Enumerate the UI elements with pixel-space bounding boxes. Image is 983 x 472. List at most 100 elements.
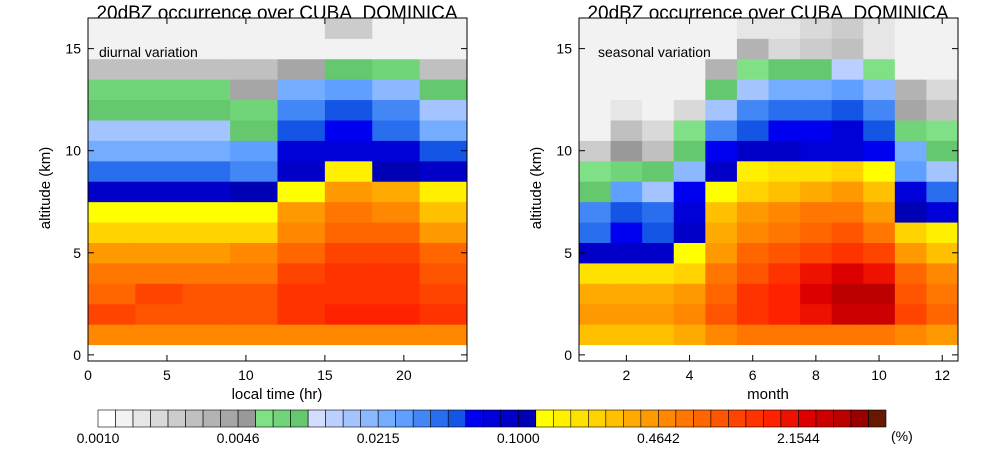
heatmap-cell [736, 181, 769, 203]
heatmap-cell [800, 222, 833, 243]
colorbar-swatch [500, 409, 519, 428]
heatmap-cell [831, 58, 864, 80]
diurnal-ticks: 0 5 10 15 20 0 5 10 15 [65, 18, 467, 383]
heatmap-cell [419, 222, 468, 243]
heatmap-cell [610, 120, 643, 141]
heatmap-cell [372, 140, 421, 162]
colorbar-swatch [272, 409, 291, 428]
heatmap-cell [182, 38, 231, 60]
heatmap-cell [673, 283, 706, 305]
heatmap-cell [182, 120, 231, 141]
heatmap-cell [135, 120, 184, 141]
heatmap-cell [610, 160, 643, 182]
colorbar-swatch [763, 409, 782, 428]
heatmap-cell [768, 79, 801, 101]
colorbar-swatch [447, 409, 467, 428]
heatmap-cell [135, 181, 184, 203]
heatmap-cell [230, 160, 278, 182]
heatmap-cell [135, 160, 184, 182]
heatmap-cell [800, 324, 833, 346]
heatmap-cell [579, 283, 611, 305]
heatmap-cell [863, 222, 896, 243]
y-tick-label: 0 [73, 347, 81, 363]
heatmap-cell [768, 242, 801, 264]
heatmap-cell [705, 160, 738, 182]
heatmap-cell [863, 38, 896, 60]
colorbar-swatch [132, 409, 151, 428]
heatmap-cell [277, 324, 326, 346]
heatmap-cell [642, 242, 675, 264]
heatmap-cell [673, 263, 706, 284]
heatmap-cell [324, 242, 373, 264]
heatmap-cell [894, 303, 927, 325]
heatmap-cell [277, 181, 326, 203]
heatmap-cell [736, 140, 769, 162]
heatmap-cell [642, 58, 675, 80]
heatmap-cell [135, 140, 184, 162]
y-tick-label: 15 [556, 41, 572, 57]
heatmap-cell [277, 18, 326, 39]
heatmap-cell [230, 201, 278, 223]
colorbar-swatch [728, 409, 747, 428]
heatmap-cell [610, 181, 643, 203]
heatmap-cell [831, 201, 864, 223]
heatmap-cell [182, 201, 231, 223]
heatmap-cell [736, 242, 769, 264]
heatmap-cell [419, 99, 468, 121]
heatmap-cell [182, 242, 231, 264]
heatmap-cell [768, 283, 801, 305]
heatmap-cell [610, 222, 643, 243]
colorbar-swatch [605, 409, 624, 428]
heatmap-cell [277, 140, 326, 162]
x-tick-label: 20 [396, 367, 412, 383]
heatmap-cell [182, 303, 231, 325]
heatmap-cell [230, 18, 278, 39]
heatmap-cell [610, 201, 643, 223]
heatmap-cell [277, 120, 326, 141]
heatmap-cell [800, 120, 833, 141]
heatmap-cell [673, 181, 706, 203]
heatmap-cell [705, 263, 738, 284]
heatmap-cell [863, 283, 896, 305]
heatmap-cell [926, 263, 959, 284]
heatmap-cell [673, 324, 706, 346]
heatmap-cell [230, 222, 278, 243]
seasonal-plot-frame [578, 17, 959, 362]
heatmap-cell [324, 201, 373, 223]
colorbar-swatch [150, 409, 169, 428]
heatmap-cell [642, 263, 675, 284]
heatmap-cell [610, 324, 643, 346]
y-tick-label: 0 [564, 347, 572, 363]
heatmap-cell [705, 283, 738, 305]
heatmap-cell [705, 38, 738, 60]
heatmap-cell [768, 201, 801, 223]
heatmap-cell [419, 242, 468, 264]
heatmap-cell [894, 242, 927, 264]
heatmap-cell [88, 303, 136, 325]
heatmap-cell [230, 79, 278, 101]
colorbar-swatch [115, 409, 134, 428]
colorbar-swatch [185, 409, 204, 428]
heatmap-cell [831, 324, 864, 346]
heatmap-cell [135, 242, 184, 264]
colorbar-swatch [745, 409, 764, 428]
heatmap-cell [673, 222, 706, 243]
heatmap-cell [894, 181, 927, 203]
colorbar-tick-label: 0.0215 [357, 430, 400, 446]
heatmap-cell [736, 283, 769, 305]
diurnal-heatmap-cells [88, 18, 468, 346]
heatmap-cell [831, 181, 864, 203]
heatmap-cell [579, 38, 611, 60]
heatmap-cell [88, 38, 136, 60]
heatmap-cell [610, 140, 643, 162]
heatmap-cell [88, 160, 136, 182]
y-tick-label: 15 [65, 41, 81, 57]
colorbar-swatch [552, 409, 572, 428]
heatmap-cell [705, 181, 738, 203]
heatmap-cell [182, 99, 231, 121]
heatmap-cell [894, 79, 927, 101]
heatmap-cell [705, 242, 738, 264]
heatmap-cell [419, 181, 468, 203]
colorbar-swatch [202, 409, 221, 428]
heatmap-cell [324, 79, 373, 101]
